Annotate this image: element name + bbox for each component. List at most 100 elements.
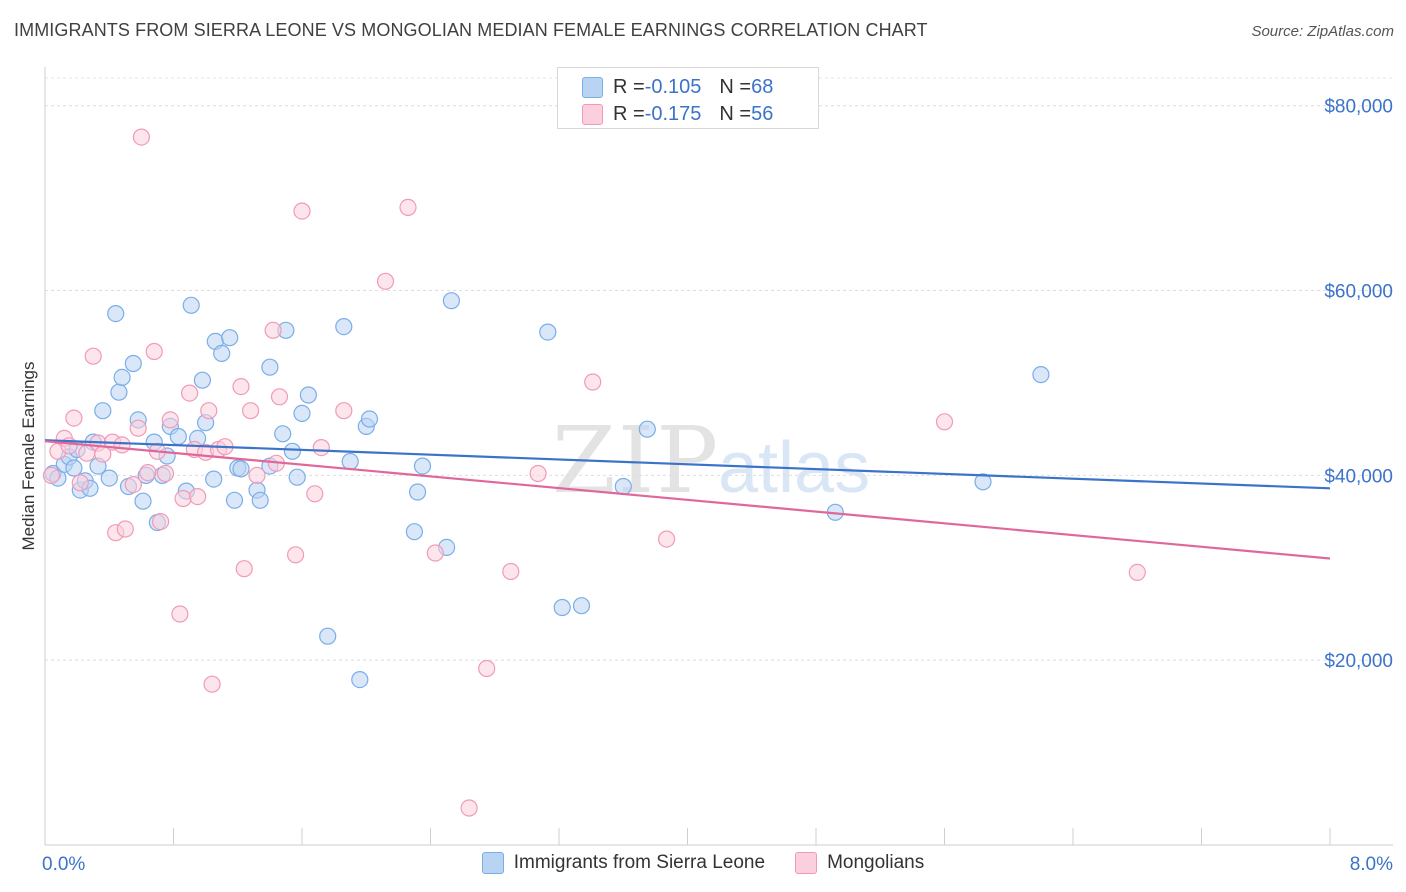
point-mongolians-35 (242, 402, 260, 420)
point-sierra-leone-26 (169, 427, 187, 446)
stats-swatch-sierra-leone (582, 77, 603, 98)
point-sierra-leone-11 (94, 402, 112, 420)
point-mongolians-17 (139, 464, 157, 482)
n-value: 68 (751, 76, 774, 98)
point-mongolians-25 (181, 384, 199, 402)
axes (44, 67, 1393, 846)
point-mongolians-40 (287, 546, 305, 564)
point-mongolians-52 (584, 373, 602, 391)
point-sierra-leone-65 (974, 473, 992, 491)
point-sierra-leone-36 (225, 491, 244, 509)
point-sierra-leone-66 (1032, 366, 1050, 384)
point-sierra-leone-19 (134, 492, 152, 510)
r-label: R = (613, 76, 645, 98)
legend-label-mongolians: Mongolians (827, 852, 925, 873)
point-mongolians-13 (116, 520, 134, 538)
point-sierra-leone-63 (638, 420, 656, 438)
point-sierra-leone-61 (572, 597, 591, 615)
point-sierra-leone-34 (213, 344, 231, 362)
point-sierra-leone-62 (614, 477, 632, 496)
point-sierra-leone-49 (335, 318, 353, 336)
y-tick-label-3: $80,000 (1324, 97, 1393, 118)
y-tick-label-0: $20,000 (1324, 651, 1393, 672)
point-mongolians-50 (502, 562, 520, 581)
trend-lines (44, 439, 1331, 560)
point-sierra-leone-51 (351, 670, 369, 689)
point-mongolians-42 (306, 485, 324, 503)
trend-line-mongolians (44, 440, 1331, 560)
point-mongolians-15 (129, 419, 147, 437)
n-label: N = (719, 103, 752, 125)
point-sierra-leone-44 (283, 442, 301, 460)
point-mongolians-20 (152, 512, 170, 531)
y-tick-label-1: $40,000 (1324, 466, 1393, 487)
point-sierra-leone-47 (299, 386, 317, 404)
y-axis-label: Median Female Earnings (19, 362, 38, 551)
point-mongolians-48 (460, 799, 478, 817)
point-sierra-leone-53 (360, 410, 379, 428)
point-mongolians-51 (529, 464, 547, 483)
point-sierra-leone-38 (232, 460, 250, 478)
stats-row-sierra-leone: R = -0.105 N = 68 (582, 76, 773, 99)
point-mongolians-5 (71, 474, 89, 492)
point-sierra-leone-55 (409, 483, 427, 501)
point-sierra-leone-48 (319, 627, 337, 645)
r-label: R = (613, 103, 645, 125)
trend-line-sierra-leone (44, 439, 1331, 490)
point-mongolians-21 (156, 464, 175, 483)
point-sierra-leone-30 (193, 371, 211, 389)
point-mongolians-18 (145, 342, 163, 361)
point-sierra-leone-28 (182, 296, 200, 314)
point-mongolians-46 (399, 198, 417, 216)
point-sierra-leone-12 (100, 469, 118, 487)
point-mongolians-7 (84, 347, 102, 365)
stats-row-mongolians: R = -0.175 N = 56 (582, 103, 773, 126)
point-sierra-leone-50 (341, 452, 359, 471)
point-sierra-leone-14 (110, 383, 128, 401)
r-value: -0.175 (644, 103, 702, 125)
point-mongolians-16 (132, 128, 150, 146)
legend-swatch-sierra-leone (481, 852, 504, 874)
point-sierra-leone-54 (405, 523, 423, 541)
point-mongolians-41 (293, 202, 311, 220)
point-sierra-leone-42 (274, 425, 292, 443)
point-sierra-leone-32 (205, 470, 223, 488)
y-tick-label-2: $60,000 (1324, 282, 1393, 303)
x-tick-label-end: 8.0% (1350, 854, 1393, 875)
point-sierra-leone-13 (107, 305, 125, 323)
x-tick-label-start: 0.0% (42, 854, 85, 875)
point-mongolians-44 (335, 402, 353, 420)
point-sierra-leone-17 (124, 354, 142, 373)
point-mongolians-53 (657, 530, 676, 548)
legend-item-mongolians[interactable]: Mongolians (795, 852, 924, 874)
series-mongolians (42, 128, 1146, 817)
point-mongolians-27 (189, 488, 207, 506)
chart-source: Source: ZipAtlas.com (1251, 23, 1394, 40)
point-mongolians-55 (1128, 563, 1146, 582)
point-mongolians-54 (935, 413, 954, 431)
point-mongolians-4 (65, 409, 83, 427)
point-mongolians-0 (42, 466, 61, 484)
point-mongolians-39 (270, 388, 289, 406)
point-sierra-leone-15 (113, 368, 131, 386)
point-mongolians-33 (232, 378, 250, 396)
bottom-legend: Immigrants from Sierra Leone Mongolians (0, 852, 1406, 874)
point-mongolians-23 (171, 605, 189, 623)
n-label: N = (719, 76, 752, 98)
point-mongolians-24 (174, 489, 192, 508)
legend-item-sierra-leone[interactable]: Immigrants from Sierra Leone (481, 852, 766, 874)
stats-legend: R = -0.105 N = 68 R = -0.175 N = 56 (557, 67, 819, 129)
point-sierra-leone-40 (251, 491, 269, 509)
point-sierra-leone-4 (65, 459, 83, 477)
point-mongolians-43 (312, 439, 330, 457)
legend-swatch-mongolians (795, 852, 818, 874)
point-mongolians-22 (161, 411, 179, 429)
legend-label-sierra-leone: Immigrants from Sierra Leone (513, 852, 766, 873)
point-mongolians-29 (200, 402, 218, 420)
point-mongolians-34 (235, 560, 253, 578)
chart-title: IMMIGRANTS FROM SIERRA LEONE VS MONGOLIA… (14, 20, 928, 40)
point-sierra-leone-59 (539, 323, 557, 341)
point-mongolians-14 (124, 476, 142, 494)
